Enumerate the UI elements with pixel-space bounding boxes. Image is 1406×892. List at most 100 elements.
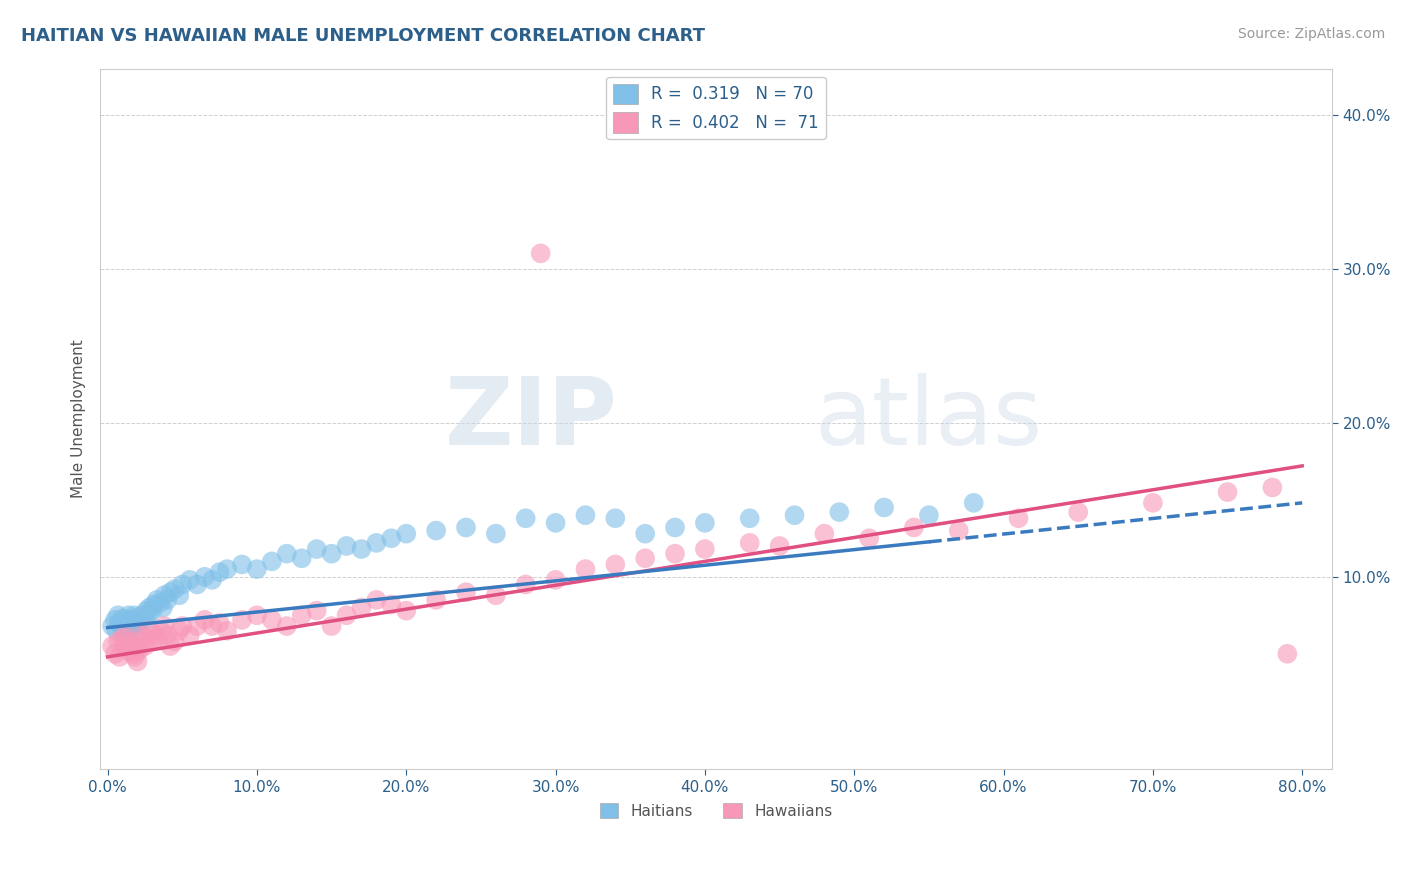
Point xyxy=(1277,647,1299,661)
Point xyxy=(159,639,181,653)
Point xyxy=(111,632,134,646)
Point xyxy=(276,619,298,633)
Point xyxy=(194,613,217,627)
Point xyxy=(172,577,194,591)
Point xyxy=(1216,485,1239,500)
Point xyxy=(141,604,163,618)
Point xyxy=(963,496,986,510)
Point xyxy=(918,508,941,523)
Point xyxy=(172,619,194,633)
Point xyxy=(231,558,253,572)
Point xyxy=(664,520,686,534)
Point xyxy=(115,619,138,633)
Point xyxy=(828,505,851,519)
Point xyxy=(105,624,128,638)
Point xyxy=(156,593,179,607)
Point xyxy=(136,608,159,623)
Point xyxy=(127,655,149,669)
Point xyxy=(121,639,143,653)
Point xyxy=(101,619,124,633)
Point xyxy=(117,608,139,623)
Point xyxy=(194,570,217,584)
Point xyxy=(156,628,179,642)
Point xyxy=(149,596,172,610)
Point xyxy=(122,619,145,633)
Point xyxy=(125,639,148,653)
Point xyxy=(858,531,880,545)
Point xyxy=(141,634,163,648)
Point xyxy=(134,639,156,653)
Y-axis label: Male Unemployment: Male Unemployment xyxy=(72,340,86,499)
Point xyxy=(1007,511,1029,525)
Point xyxy=(515,577,537,591)
Point xyxy=(163,634,186,648)
Point xyxy=(305,542,328,557)
Point xyxy=(129,634,152,648)
Point xyxy=(125,611,148,625)
Point xyxy=(605,511,627,525)
Point xyxy=(179,628,201,642)
Point xyxy=(111,611,134,625)
Point xyxy=(544,573,567,587)
Point xyxy=(634,526,657,541)
Point xyxy=(783,508,806,523)
Point xyxy=(114,628,136,642)
Point xyxy=(574,508,596,523)
Point xyxy=(117,643,139,657)
Point xyxy=(127,619,149,633)
Point xyxy=(138,600,160,615)
Point xyxy=(107,608,129,623)
Point xyxy=(107,634,129,648)
Point xyxy=(131,628,153,642)
Point xyxy=(276,547,298,561)
Point xyxy=(530,246,553,260)
Point xyxy=(321,619,343,633)
Point xyxy=(112,624,135,638)
Point xyxy=(1067,505,1090,519)
Point xyxy=(485,588,508,602)
Point xyxy=(350,542,373,557)
Point xyxy=(169,588,191,602)
Point xyxy=(134,613,156,627)
Point xyxy=(454,520,477,534)
Point xyxy=(142,598,165,612)
Point xyxy=(145,628,167,642)
Point xyxy=(454,585,477,599)
Point xyxy=(231,613,253,627)
Point xyxy=(118,613,141,627)
Point xyxy=(179,573,201,587)
Point xyxy=(335,539,357,553)
Point xyxy=(124,649,146,664)
Point xyxy=(148,632,170,646)
Point xyxy=(664,547,686,561)
Point xyxy=(208,615,231,630)
Point xyxy=(305,604,328,618)
Point xyxy=(201,619,224,633)
Point xyxy=(873,500,896,515)
Point xyxy=(425,593,447,607)
Point xyxy=(738,536,761,550)
Point xyxy=(163,582,186,596)
Point xyxy=(335,608,357,623)
Point xyxy=(215,562,238,576)
Text: ZIP: ZIP xyxy=(444,373,617,465)
Point xyxy=(634,551,657,566)
Point xyxy=(380,598,402,612)
Point xyxy=(291,551,314,566)
Point xyxy=(159,585,181,599)
Point xyxy=(129,613,152,627)
Text: atlas: atlas xyxy=(814,373,1043,465)
Point xyxy=(380,531,402,545)
Point xyxy=(574,562,596,576)
Point xyxy=(108,615,131,630)
Point xyxy=(112,639,135,653)
Point xyxy=(136,632,159,646)
Point xyxy=(768,539,790,553)
Point xyxy=(128,615,150,630)
Point xyxy=(122,647,145,661)
Point xyxy=(128,643,150,657)
Point xyxy=(169,624,191,638)
Point xyxy=(948,524,970,538)
Point xyxy=(366,536,388,550)
Point xyxy=(101,639,124,653)
